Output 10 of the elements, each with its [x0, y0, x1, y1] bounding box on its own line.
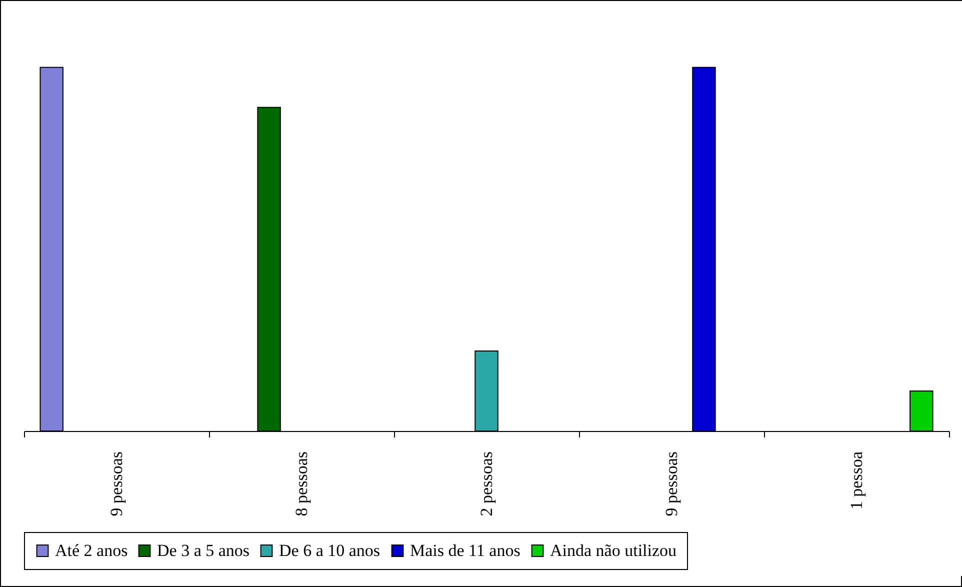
legend-label: Mais de 11 anos: [410, 540, 520, 560]
x-tick-label: 2 pessoas: [477, 452, 496, 516]
x-tick-label: 8 pessoas: [292, 452, 311, 516]
x-tick-label: 9 pessoas: [107, 452, 126, 516]
x-tick-label: 1 pessoa: [847, 451, 866, 510]
legend-label: Ainda não utilizou: [550, 540, 678, 560]
legend-label: De 6 a 10 anos: [279, 540, 380, 560]
legend-label: De 3 a 5 anos: [157, 540, 250, 560]
legend-label: Até 2 anos: [55, 540, 128, 560]
x-tick-label: 9 pessoas: [662, 452, 681, 516]
